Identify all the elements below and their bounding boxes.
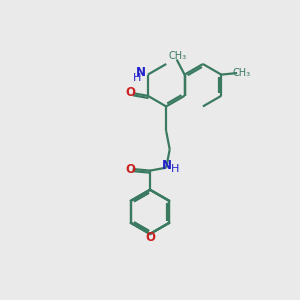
Text: N: N [136, 66, 146, 79]
Text: H: H [171, 164, 179, 174]
Text: N: N [162, 159, 172, 172]
Text: O: O [145, 231, 155, 244]
Text: CH₃: CH₃ [233, 68, 251, 78]
Text: CH₃: CH₃ [168, 51, 186, 61]
Text: O: O [125, 163, 135, 176]
Text: O: O [126, 86, 136, 99]
Text: H: H [133, 73, 142, 82]
